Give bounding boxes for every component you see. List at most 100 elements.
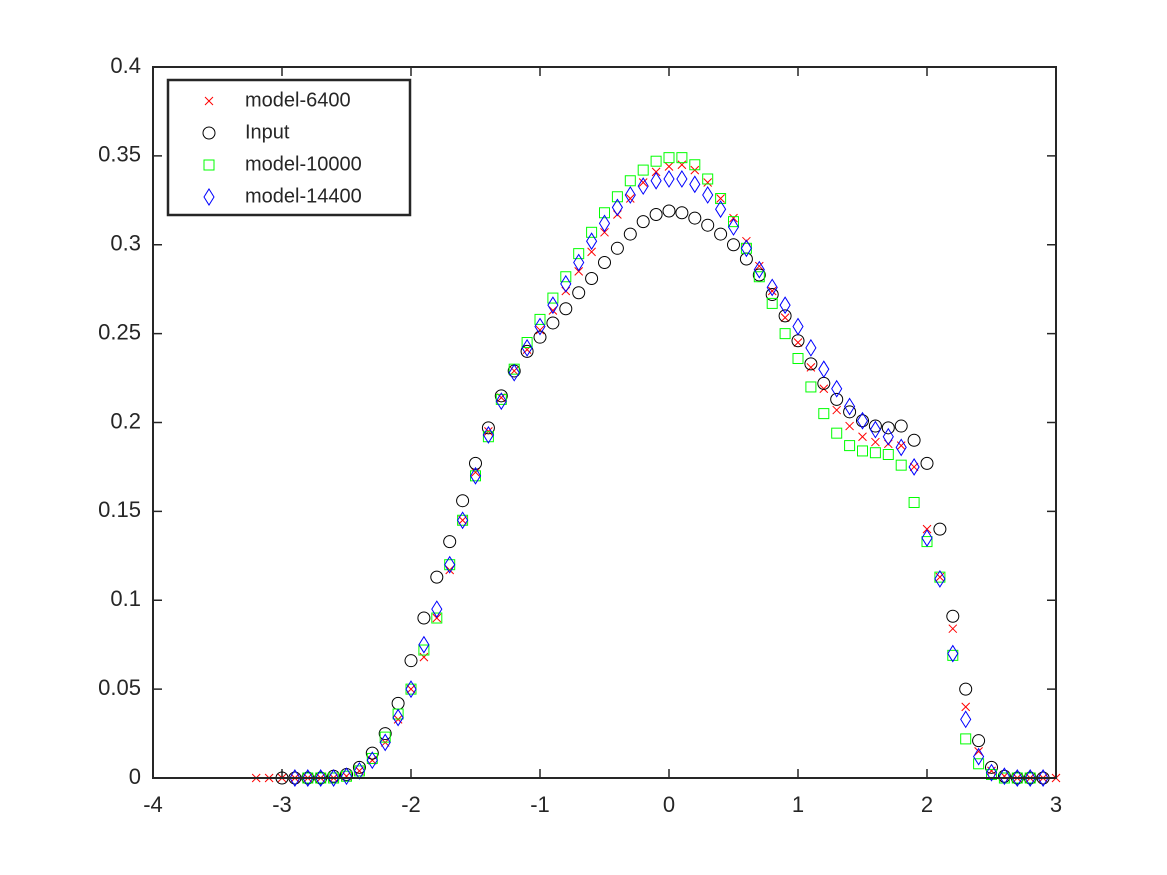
point — [520, 344, 534, 358]
point — [611, 191, 623, 203]
point — [715, 200, 727, 219]
point — [856, 411, 869, 430]
point — [405, 680, 417, 699]
point — [947, 649, 959, 661]
legend-label: model-14400 — [245, 185, 362, 207]
point — [947, 644, 959, 663]
x-tick-label: 1 — [792, 792, 804, 817]
point — [352, 760, 366, 774]
point — [868, 419, 882, 433]
legend-box — [166, 78, 412, 217]
point — [289, 769, 301, 787]
point — [469, 466, 482, 485]
point — [806, 363, 816, 372]
point — [753, 271, 765, 283]
point — [431, 612, 443, 624]
point — [972, 734, 986, 748]
point — [909, 462, 919, 472]
point — [804, 357, 818, 371]
y-tick-label: 0.3 — [110, 231, 141, 256]
point — [560, 271, 572, 283]
point — [535, 325, 545, 335]
point — [778, 309, 792, 323]
point — [780, 313, 790, 322]
point — [430, 570, 444, 584]
y-tick-label: 0.35 — [98, 142, 141, 167]
point — [495, 392, 507, 411]
point — [779, 328, 791, 340]
point — [882, 448, 894, 460]
point — [521, 338, 533, 357]
point — [973, 747, 985, 766]
point — [766, 278, 778, 297]
point — [469, 456, 482, 470]
y-tick-label: 0.15 — [98, 497, 141, 522]
point — [444, 555, 456, 574]
point — [1011, 769, 1023, 787]
point — [831, 379, 843, 398]
point — [934, 571, 946, 583]
point — [302, 769, 314, 787]
point — [572, 286, 586, 300]
point — [831, 427, 843, 439]
point — [365, 746, 379, 760]
point — [688, 211, 702, 225]
point — [559, 302, 573, 316]
point — [779, 296, 791, 315]
point — [869, 420, 881, 439]
point — [458, 515, 467, 525]
point — [832, 405, 842, 415]
point — [636, 215, 650, 229]
point — [985, 760, 998, 774]
point — [573, 253, 585, 272]
point — [676, 170, 688, 188]
legend-label: model-6400 — [245, 89, 351, 111]
point — [676, 152, 688, 164]
point — [521, 337, 533, 349]
y-tick-label: 0.4 — [110, 53, 141, 78]
point — [417, 611, 431, 625]
point — [496, 393, 506, 402]
point — [366, 751, 378, 770]
point — [907, 433, 921, 447]
point — [702, 173, 714, 185]
point — [1037, 769, 1049, 787]
legend-marker — [202, 126, 216, 140]
point — [960, 710, 972, 729]
point — [869, 447, 881, 459]
point — [573, 248, 585, 260]
point — [587, 247, 596, 257]
point — [379, 733, 391, 752]
point — [933, 522, 947, 536]
point — [560, 274, 572, 293]
point — [599, 207, 610, 219]
point — [843, 405, 857, 419]
point — [637, 177, 649, 196]
point — [392, 708, 404, 727]
point — [727, 238, 740, 252]
x-tick-label: 3 — [1050, 792, 1062, 817]
x-tick-label: 0 — [663, 792, 675, 817]
point — [508, 363, 520, 382]
point — [703, 178, 713, 187]
point — [625, 194, 635, 203]
point — [598, 214, 611, 233]
point — [495, 393, 507, 405]
point — [908, 457, 920, 476]
point — [610, 241, 624, 255]
point — [598, 256, 611, 270]
x-tick-label: -2 — [401, 792, 421, 817]
point — [547, 296, 559, 315]
x-tick-label: 2 — [921, 792, 933, 817]
legend-label: model-10000 — [245, 153, 362, 175]
point — [689, 175, 701, 194]
legend-marker — [204, 96, 214, 106]
point — [715, 193, 727, 205]
point — [858, 432, 867, 442]
point — [611, 198, 623, 217]
point — [716, 194, 725, 203]
point — [379, 731, 391, 743]
y-tick-label: 0.25 — [98, 319, 141, 344]
point — [650, 155, 662, 167]
point — [765, 288, 779, 302]
